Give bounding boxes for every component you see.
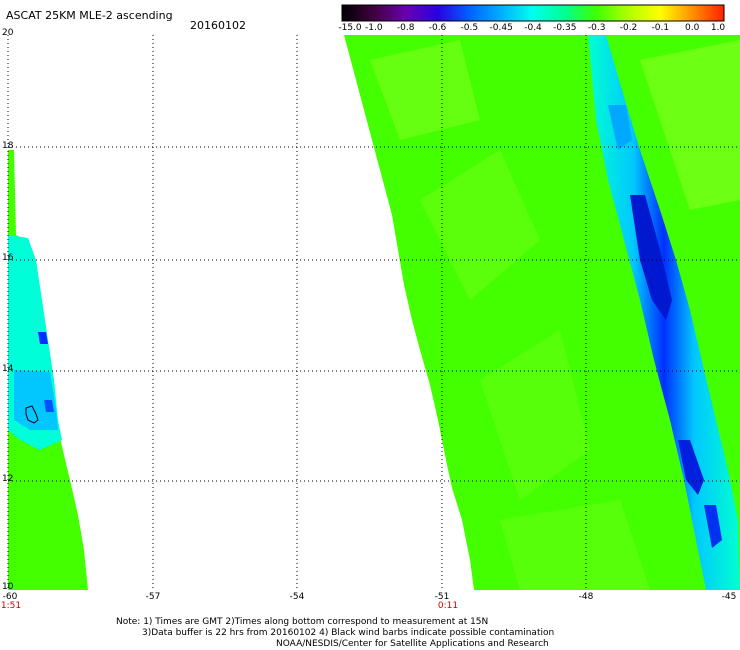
y-label-20: 20 — [2, 28, 14, 38]
colorbar-label: -0.3 — [587, 23, 606, 33]
colorbar-label: -0.6 — [428, 23, 447, 33]
x-label-minus54: -54 — [289, 592, 305, 602]
x-label-minus51: -51 — [434, 592, 450, 602]
island-outline — [25, 405, 39, 424]
note-line-1: Note: 1) Times are GMT 2)Times along bot… — [116, 617, 489, 627]
y-label-12: 12 — [2, 474, 14, 484]
x-label-minus45: -45 — [721, 592, 737, 602]
colorbar-label: -0.5 — [460, 23, 479, 33]
colorbar-label: -1.0 — [365, 23, 383, 33]
colorbar-label: -0.35 — [553, 23, 577, 33]
y-label-16: 16 — [2, 253, 14, 263]
x-label-minus48: -48 — [578, 592, 594, 602]
colorbar-label: -0.4 — [524, 23, 542, 33]
note-line-3: NOAA/NESDIS/Center for Satellite Applica… — [276, 639, 549, 649]
time-label-left: 1:51 — [0, 601, 22, 611]
colorbar-label: 1.0 — [710, 23, 726, 33]
colorbar-label: -0.45 — [489, 23, 513, 33]
colorbar-label: 0.0 — [684, 23, 700, 33]
colorbar-gradient — [342, 5, 724, 21]
map-title: ASCAT 25KM MLE-2 ascending — [6, 9, 173, 22]
time-label-center: 0:11 — [437, 601, 459, 611]
note-line-2: 3)Data buffer is 22 hrs from 20160102 4)… — [142, 628, 555, 638]
y-label-14: 14 — [2, 364, 14, 374]
x-label-minus57: -57 — [145, 592, 161, 602]
y-label-18: 18 — [2, 141, 14, 151]
y-label-10: 10 — [2, 582, 14, 592]
colorbar-label: -0.1 — [651, 23, 670, 33]
x-label-minus60: -60 — [2, 592, 18, 602]
map-date: 20160102 — [190, 19, 246, 32]
colorbar — [342, 5, 724, 21]
grid-lines — [7, 35, 740, 590]
colorbar-label: -0.2 — [619, 23, 638, 33]
colorbar-label: -15.0 — [338, 23, 362, 33]
colorbar-label: -0.8 — [396, 23, 415, 33]
